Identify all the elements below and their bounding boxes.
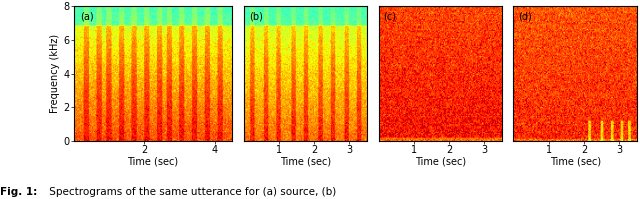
Text: (a): (a) [80,11,93,21]
Text: (c): (c) [383,11,397,21]
X-axis label: Time (sec): Time (sec) [550,157,601,167]
Text: (d): (d) [518,11,532,21]
Y-axis label: Frequency (kHz): Frequency (kHz) [51,34,60,113]
Text: Spectrograms of the same utterance for (a) source, (b): Spectrograms of the same utterance for (… [46,187,337,197]
X-axis label: Time (sec): Time (sec) [127,157,179,167]
Text: Fig. 1:: Fig. 1: [0,187,37,197]
Text: (b): (b) [249,11,262,21]
X-axis label: Time (sec): Time (sec) [415,157,466,167]
X-axis label: Time (sec): Time (sec) [280,157,331,167]
